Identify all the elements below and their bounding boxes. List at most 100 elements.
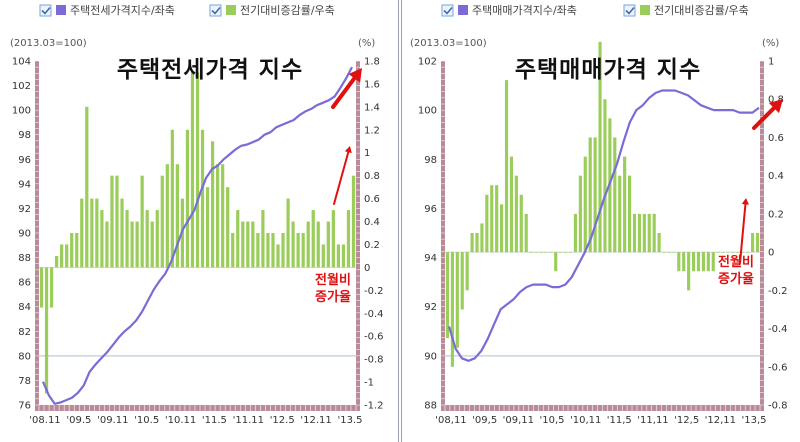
- bar-mark: [711, 252, 715, 272]
- check-icon: [211, 6, 221, 15]
- bar-mark: [445, 252, 450, 339]
- bar-mark: [706, 252, 710, 272]
- right-tick-label: -0.6: [768, 362, 788, 373]
- bar-mark: [628, 175, 632, 253]
- bar-mark: [276, 244, 280, 268]
- x-tick-label: '11.5: [202, 415, 227, 426]
- left-tick-label: 92: [424, 302, 437, 313]
- left-tick-label: 94: [424, 253, 437, 264]
- bottom-axis: [35, 405, 360, 411]
- index-line: [41, 66, 353, 405]
- bar-mark: [200, 129, 205, 268]
- left-tick-label: 90: [18, 229, 31, 240]
- x-tick-label: '11.11: [233, 415, 264, 426]
- bar-mark: [623, 156, 627, 253]
- x-tick-label: '10.11: [165, 415, 196, 426]
- right-tick-label: 0.4: [768, 171, 784, 182]
- left-unit-label: (2013.03=100): [410, 38, 487, 49]
- chart-panel-jeonse: 주택전세가격지수/좌축 전기대비증감률/우축 (2013.03=100) (%) 76 7…: [0, 0, 399, 442]
- bar-mark: [672, 252, 676, 253]
- bar-mark: [130, 221, 134, 268]
- maemae-chart: 주택매매가격지수/좌축 전기대비증감률/우축 (2013.03=100) (%) 88 9…: [410, 4, 788, 426]
- left-tick-label: 100: [12, 106, 31, 117]
- bar-mark: [195, 72, 200, 268]
- bar-mark: [721, 252, 725, 253]
- x-tick-label: '11,11: [637, 415, 668, 426]
- left-tick-label: 84: [18, 302, 31, 313]
- right-tick-label: 0.6: [364, 194, 380, 205]
- bar-mark: [261, 210, 265, 268]
- legend-checkbox: [623, 4, 636, 17]
- x-tick-label: '10.5: [134, 415, 159, 426]
- bar-mark: [598, 41, 602, 253]
- x-tick-label: '08.11: [29, 415, 60, 426]
- bar-mark: [301, 233, 305, 268]
- check-icon: [443, 6, 453, 15]
- left-tick-label: 76: [18, 401, 31, 412]
- bar-mark: [266, 233, 270, 268]
- bar-mark: [205, 187, 210, 268]
- legend-checkbox: [441, 4, 454, 17]
- bar-mark: [696, 252, 701, 272]
- legend-swatch: [226, 5, 236, 15]
- bar-mark: [65, 244, 69, 268]
- chart-title: 주택전세가격 지수: [117, 56, 303, 83]
- right-tick-label: 0: [768, 248, 774, 259]
- bar-mark: [475, 233, 479, 253]
- bar-mark: [120, 198, 124, 268]
- left-unit-label: (2013.03=100): [10, 38, 87, 49]
- bar-mark: [746, 252, 750, 253]
- legend-label: 전기대비증감률/우축: [240, 4, 335, 17]
- right-tick-label: -0.8: [768, 401, 788, 412]
- bar-mark: [95, 198, 99, 268]
- bar-mark: [549, 252, 553, 253]
- left-tick-label: 102: [12, 81, 31, 92]
- annotation-arrow-shaft: [331, 76, 357, 109]
- bar-mark: [500, 204, 504, 253]
- right-tick-label: -0.8: [364, 355, 384, 366]
- bar-mark: [559, 252, 563, 253]
- bar-mark: [455, 252, 459, 348]
- bar-mark: [246, 221, 250, 268]
- bar-mark: [593, 137, 597, 253]
- bar-mark: [110, 175, 114, 268]
- bar-mark: [490, 185, 494, 253]
- x-tick-label: '13,5: [741, 415, 766, 426]
- x-tick-label: '09,11: [503, 415, 534, 426]
- bar-mark: [185, 129, 190, 268]
- bar-mark: [105, 221, 109, 268]
- bar-mark: [470, 233, 474, 253]
- bar-mark: [150, 221, 154, 268]
- right-tick-label: 0.6: [768, 133, 784, 144]
- bar-mark: [687, 252, 691, 291]
- right-tick-label: 0.2: [364, 240, 380, 251]
- right-tick-label: -0.4: [364, 309, 384, 320]
- bar-mark: [603, 99, 607, 253]
- left-tick-label: 92: [18, 204, 31, 215]
- annotation-text: 전월비: [315, 272, 351, 288]
- right-tick-label: 1.2: [364, 125, 380, 136]
- bar-mark: [115, 175, 119, 268]
- x-tick-label: '09.5: [66, 415, 91, 426]
- bar-mark: [60, 244, 64, 268]
- bar-mark: [554, 252, 558, 272]
- x-tick-label: '10,11: [570, 415, 601, 426]
- bar-mark: [731, 252, 735, 253]
- bar-mark: [524, 213, 528, 253]
- right-tick-label: 0.8: [768, 95, 784, 106]
- bar-mark: [80, 198, 84, 268]
- bar-mark: [216, 164, 220, 268]
- bar-mark: [341, 244, 346, 268]
- bar-mark: [568, 252, 573, 253]
- left-tick-label: 96: [18, 155, 31, 166]
- right-tick-label: -0.4: [768, 324, 788, 335]
- bar-mark: [351, 175, 356, 268]
- bar-mark: [256, 233, 260, 268]
- check-icon: [625, 6, 635, 15]
- annotation-arrow-shaft: [333, 151, 350, 205]
- annotation-arrow-shaft: [739, 203, 747, 264]
- bar-mark: [677, 252, 681, 272]
- bar-mark: [657, 233, 661, 253]
- annotation-arrow-head: [741, 198, 749, 205]
- bar-mark: [701, 252, 705, 272]
